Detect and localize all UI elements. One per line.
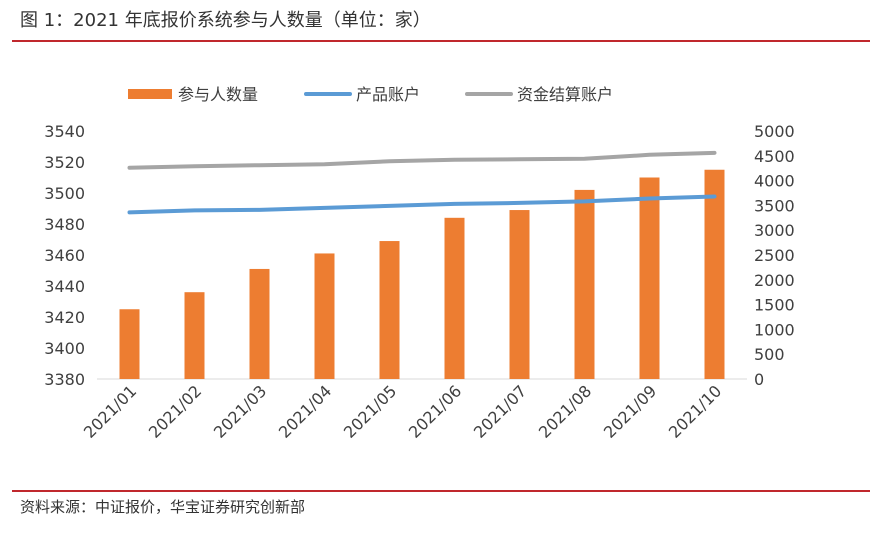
category-label: 2021/02 (145, 381, 205, 441)
x-axis: 2021/01 2021/02 2021/03 2021/04 2021/05 2021/… (80, 381, 725, 441)
right-tick-label: 5000 (754, 122, 795, 141)
category-label: 2021/03 (210, 381, 270, 441)
left-tick-label: 3460 (44, 246, 85, 265)
category-label: 2021/05 (340, 381, 400, 441)
right-tick-label: 2000 (754, 271, 795, 290)
bar-2021/07 (509, 210, 530, 379)
legend-label: 产品账户 (356, 85, 420, 104)
right-tick-label: 4000 (754, 172, 795, 191)
bar-series (119, 169, 725, 379)
figure-title: 图 1：2021 年底报价系统参与人数量（单位：家） (20, 10, 431, 31)
category-label: 2021/01 (80, 381, 140, 441)
line-settlement-accounts (127, 150, 717, 170)
line-product-accounts (127, 194, 717, 215)
category-label: 2021/09 (600, 381, 660, 441)
left-tick-label: 3540 (44, 122, 85, 141)
legend-label: 资金结算账户 (517, 85, 613, 104)
left-tick-label: 3520 (44, 153, 85, 172)
bar-2021/02 (184, 292, 205, 379)
right-axis: 0 500 1000 1500 2000 2500 3000 3500 4000 4500 5000 (754, 122, 795, 389)
left-tick-label: 3380 (44, 370, 85, 389)
category-label: 2021/04 (275, 381, 335, 441)
left-axis: 3380 3400 3420 3440 3460 3480 3500 3520 3540 (44, 122, 85, 389)
left-tick-label: 3400 (44, 339, 85, 358)
category-label: 2021/06 (405, 381, 465, 441)
category-label: 2021/08 (535, 381, 595, 441)
bar-2021/05 (379, 241, 400, 379)
left-tick-label: 3500 (44, 184, 85, 203)
bar-2021/09 (639, 177, 660, 379)
left-tick-label: 3420 (44, 308, 85, 327)
bar-2021/03 (249, 268, 270, 379)
legend: 参与人数量 产品账户 资金结算账户 (128, 85, 613, 104)
bar-2021/06 (444, 217, 465, 379)
legend-label: 参与人数量 (178, 85, 258, 104)
left-tick-label: 3480 (44, 215, 85, 234)
bar-2021/10 (704, 169, 725, 379)
source-note: 资料来源：中证报价，华宝证券研究创新部 (20, 498, 306, 516)
category-label: 2021/10 (665, 381, 725, 441)
right-tick-label: 3500 (754, 196, 795, 215)
right-tick-label: 1000 (754, 320, 795, 339)
line-series (127, 150, 717, 215)
right-tick-label: 2500 (754, 246, 795, 265)
chart: 参与人数量 产品账户 资金结算账户 3380 3400 3420 3440 3460 3480… (44, 85, 795, 442)
right-tick-label: 3000 (754, 221, 795, 240)
bar-2021/08 (574, 189, 595, 379)
bar-2021/01 (119, 309, 140, 379)
legend-swatch-bar (128, 89, 172, 99)
bottom-rule (12, 490, 870, 492)
right-tick-label: 1500 (754, 296, 795, 315)
right-tick-label: 4500 (754, 147, 795, 166)
top-rule (12, 40, 870, 42)
bar-2021/04 (314, 253, 335, 379)
right-tick-label: 500 (754, 345, 785, 364)
category-label: 2021/07 (470, 381, 530, 441)
left-tick-label: 3440 (44, 277, 85, 296)
right-tick-label: 0 (754, 370, 764, 389)
